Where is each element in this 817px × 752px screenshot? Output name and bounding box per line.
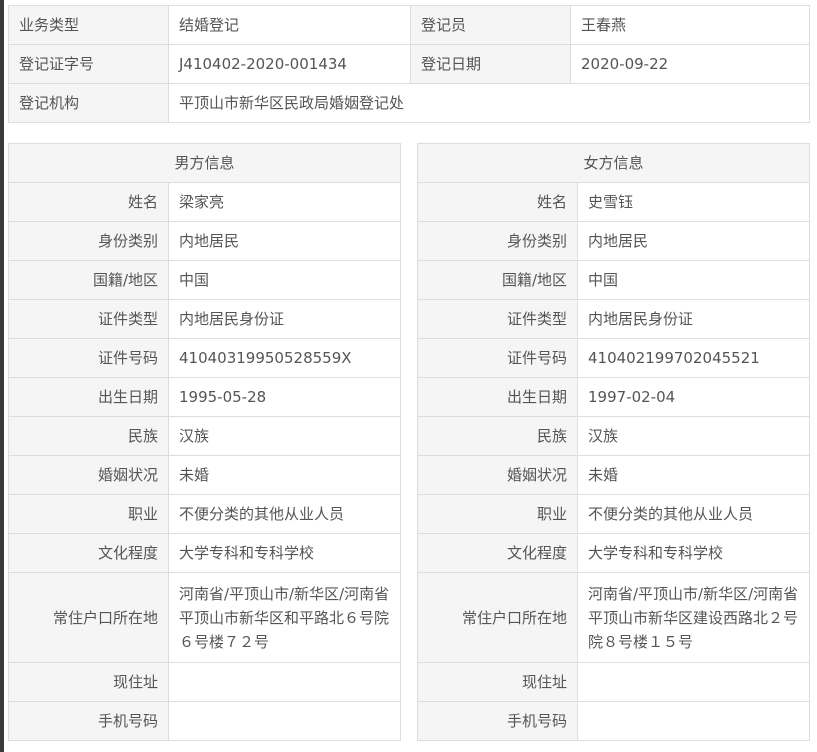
female-field-value: 河南省/平顶山市/新华区/河南省平顶山市新华区建设西路北２号院８号楼１５号 xyxy=(577,572,810,663)
table-row: 民族 汉族 xyxy=(417,416,810,456)
female-field-label: 手机号码 xyxy=(417,701,578,741)
table-row: 现住址 xyxy=(417,662,810,702)
reg-date-value: 2020-09-22 xyxy=(570,44,810,84)
female-field-label: 证件类型 xyxy=(417,299,578,339)
female-field-value: 史雪钰 xyxy=(577,182,810,222)
female-field-value: 大学专科和专科学校 xyxy=(577,533,810,573)
male-field-value: 梁家亮 xyxy=(168,182,401,222)
table-row: 职业 不便分类的其他从业人员 xyxy=(8,494,401,534)
female-field-value: 未婚 xyxy=(577,455,810,495)
male-field-value: 汉族 xyxy=(168,416,401,456)
female-field-value xyxy=(577,701,810,741)
male-field-value: 大学专科和专科学校 xyxy=(168,533,401,573)
female-info-title: 女方信息 xyxy=(417,143,810,183)
male-field-label: 出生日期 xyxy=(8,377,169,417)
cert-no-value: J410402-2020-001434 xyxy=(168,44,411,84)
male-field-label: 证件号码 xyxy=(8,338,169,378)
female-field-label: 婚姻状况 xyxy=(417,455,578,495)
male-field-value: 中国 xyxy=(168,260,401,300)
registration-summary-table: 业务类型 结婚登记 登记员 王春燕 登记证字号 J410402-2020-001… xyxy=(8,5,810,123)
table-row: 婚姻状况 未婚 xyxy=(8,455,401,495)
window-edge xyxy=(0,0,4,752)
table-row: 登记机构 平顶山市新华区民政局婚姻登记处 xyxy=(8,83,810,123)
male-field-value: 未婚 xyxy=(168,455,401,495)
female-field-value: 不便分类的其他从业人员 xyxy=(577,494,810,534)
table-row: 身份类别 内地居民 xyxy=(417,221,810,261)
male-field-label: 证件类型 xyxy=(8,299,169,339)
male-field-label: 手机号码 xyxy=(8,701,169,741)
table-row: 出生日期 1997-02-04 xyxy=(417,377,810,417)
male-field-value: 河南省/平顶山市/新华区/河南省平顶山市新华区和平路北６号院６号楼７２号 xyxy=(168,572,401,663)
table-row: 出生日期 1995-05-28 xyxy=(8,377,401,417)
male-field-label: 国籍/地区 xyxy=(8,260,169,300)
female-field-label: 民族 xyxy=(417,416,578,456)
table-row: 职业 不便分类的其他从业人员 xyxy=(417,494,810,534)
male-field-label: 身份类别 xyxy=(8,221,169,261)
female-field-label: 身份类别 xyxy=(417,221,578,261)
male-field-label: 现住址 xyxy=(8,662,169,702)
female-field-value: 内地居民身份证 xyxy=(577,299,810,339)
agency-value: 平顶山市新华区民政局婚姻登记处 xyxy=(168,83,810,123)
male-field-label: 姓名 xyxy=(8,182,169,222)
male-info-table: 男方信息 姓名 梁家亮 身份类别 内地居民 国籍/地区 中国 证件类型 内地居民身份证 证件号码… xyxy=(8,143,401,741)
female-field-label: 姓名 xyxy=(417,182,578,222)
female-field-value xyxy=(577,662,810,702)
male-field-label: 婚姻状况 xyxy=(8,455,169,495)
female-field-label: 出生日期 xyxy=(417,377,578,417)
male-info-title: 男方信息 xyxy=(8,143,401,183)
female-field-value: 1997-02-04 xyxy=(577,377,810,417)
female-field-label: 职业 xyxy=(417,494,578,534)
female-field-label: 常住户口所在地 xyxy=(417,572,578,663)
table-row: 证件类型 内地居民身份证 xyxy=(417,299,810,339)
male-field-value: 不便分类的其他从业人员 xyxy=(168,494,401,534)
female-info-table: 女方信息 姓名 史雪钰 身份类别 内地居民 国籍/地区 中国 证件类型 内地居民身份证 证件号码… xyxy=(417,143,810,741)
female-field-value: 汉族 xyxy=(577,416,810,456)
table-row: 手机号码 xyxy=(417,701,810,741)
table-row: 常住户口所在地 河南省/平顶山市/新华区/河南省平顶山市新华区和平路北６号院６号楼… xyxy=(8,572,401,663)
male-field-value xyxy=(168,701,401,741)
table-row: 文化程度 大学专科和专科学校 xyxy=(8,533,401,573)
female-field-label: 国籍/地区 xyxy=(417,260,578,300)
table-row: 现住址 xyxy=(8,662,401,702)
female-field-label: 文化程度 xyxy=(417,533,578,573)
male-field-value: 内地居民 xyxy=(168,221,401,261)
table-row: 常住户口所在地 河南省/平顶山市/新华区/河南省平顶山市新华区建设西路北２号院８号… xyxy=(417,572,810,663)
female-field-label: 证件号码 xyxy=(417,338,578,378)
table-row: 国籍/地区 中国 xyxy=(417,260,810,300)
male-field-label: 民族 xyxy=(8,416,169,456)
agency-label: 登记机构 xyxy=(8,83,169,123)
registrar-value: 王春燕 xyxy=(570,5,810,45)
male-field-value: 内地居民身份证 xyxy=(168,299,401,339)
table-row: 证件类型 内地居民身份证 xyxy=(8,299,401,339)
table-row: 婚姻状况 未婚 xyxy=(417,455,810,495)
female-field-value: 中国 xyxy=(577,260,810,300)
male-field-value: 1995-05-28 xyxy=(168,377,401,417)
male-field-value xyxy=(168,662,401,702)
female-field-value: 410402199702045521 xyxy=(577,338,810,378)
business-type-label: 业务类型 xyxy=(8,5,169,45)
table-row: 民族 汉族 xyxy=(8,416,401,456)
table-row: 姓名 史雪钰 xyxy=(417,182,810,222)
table-row: 业务类型 结婚登记 登记员 王春燕 xyxy=(8,5,810,45)
male-field-label: 常住户口所在地 xyxy=(8,572,169,663)
male-field-label: 文化程度 xyxy=(8,533,169,573)
table-row: 文化程度 大学专科和专科学校 xyxy=(417,533,810,573)
male-field-label: 职业 xyxy=(8,494,169,534)
table-row: 证件号码 410402199702045521 xyxy=(417,338,810,378)
table-row: 国籍/地区 中国 xyxy=(8,260,401,300)
business-type-value: 结婚登记 xyxy=(168,5,411,45)
table-row: 姓名 梁家亮 xyxy=(8,182,401,222)
female-field-label: 现住址 xyxy=(417,662,578,702)
table-row: 登记证字号 J410402-2020-001434 登记日期 2020-09-2… xyxy=(8,44,810,84)
cert-no-label: 登记证字号 xyxy=(8,44,169,84)
registrar-label: 登记员 xyxy=(410,5,571,45)
table-row: 手机号码 xyxy=(8,701,401,741)
table-row: 证件号码 41040319950528559X xyxy=(8,338,401,378)
table-row: 身份类别 内地居民 xyxy=(8,221,401,261)
reg-date-label: 登记日期 xyxy=(410,44,571,84)
female-field-value: 内地居民 xyxy=(577,221,810,261)
male-field-value: 41040319950528559X xyxy=(168,338,401,378)
